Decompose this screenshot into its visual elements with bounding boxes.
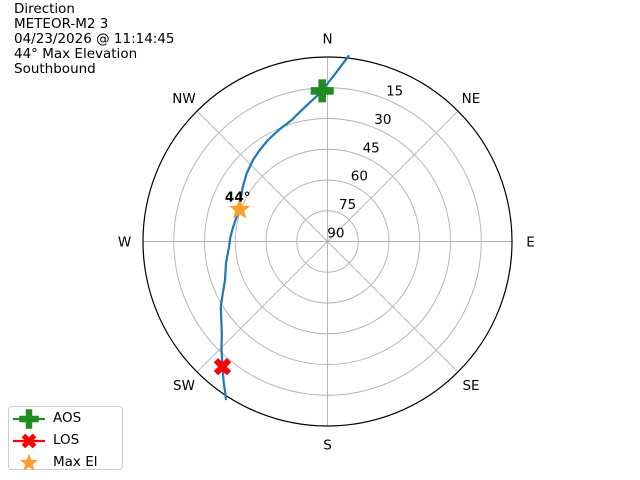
legend-item-aos: AOS [11, 408, 122, 430]
elevation-label-45: 45 [363, 140, 380, 156]
los-marker [213, 358, 232, 376]
pass-info-header: Direction METEOR-M2 3 04/23/2026 @ 11:14… [14, 2, 175, 77]
pass-direction: Southbound [14, 61, 96, 77]
legend-label-max-el: Max El [53, 454, 98, 471]
legend-plus-glyph [19, 409, 39, 429]
legend-label-aos: AOS [53, 410, 82, 427]
compass-label-ne: NE [462, 91, 481, 107]
legend-star-glyph [19, 453, 39, 471]
azimuth-spoke-sw [196, 241, 328, 373]
horizon-circle [142, 56, 513, 427]
compass-label-w: W [118, 234, 131, 250]
elevation-label-90: 90 [327, 226, 344, 242]
azimuth-spoke-nw [196, 110, 328, 242]
legend-x-glyph [21, 433, 37, 449]
max-el-marker [229, 198, 251, 219]
compass-label-nw: NW [172, 91, 195, 107]
elevation-label-75: 75 [339, 197, 356, 213]
pass-datetime: 04/23/2026 @ 11:14:45 [14, 31, 175, 47]
legend: AOS LOS Max El [8, 406, 123, 471]
satellite-name: METEOR-M2 3 [14, 16, 109, 32]
max-el-star-icon [19, 453, 39, 471]
legend-label-los: LOS [53, 432, 80, 449]
azimuth-spoke-ne [327, 110, 459, 242]
aos-marker [310, 79, 334, 103]
compass-label-s: S [323, 437, 332, 453]
azimuth-spoke-se [327, 241, 459, 373]
legend-item-los: LOS [11, 430, 122, 452]
compass-label-sw: SW [173, 378, 195, 394]
max-el-marker-annotation: 44° [225, 190, 251, 206]
max-elevation-text: 44° Max Elevation [14, 46, 138, 62]
elevation-label-15: 15 [386, 84, 403, 100]
elevation-label-60: 60 [351, 169, 368, 185]
legend-item-max-el: Max El [11, 452, 122, 474]
figure-title: Direction [14, 1, 75, 17]
aos-plus-icon [13, 409, 45, 429]
compass-label-e: E [526, 234, 535, 250]
los-x-icon [13, 433, 45, 449]
compass-label-se: SE [462, 378, 479, 394]
elevation-label-30: 30 [374, 112, 391, 128]
compass-label-n: N [322, 31, 332, 47]
